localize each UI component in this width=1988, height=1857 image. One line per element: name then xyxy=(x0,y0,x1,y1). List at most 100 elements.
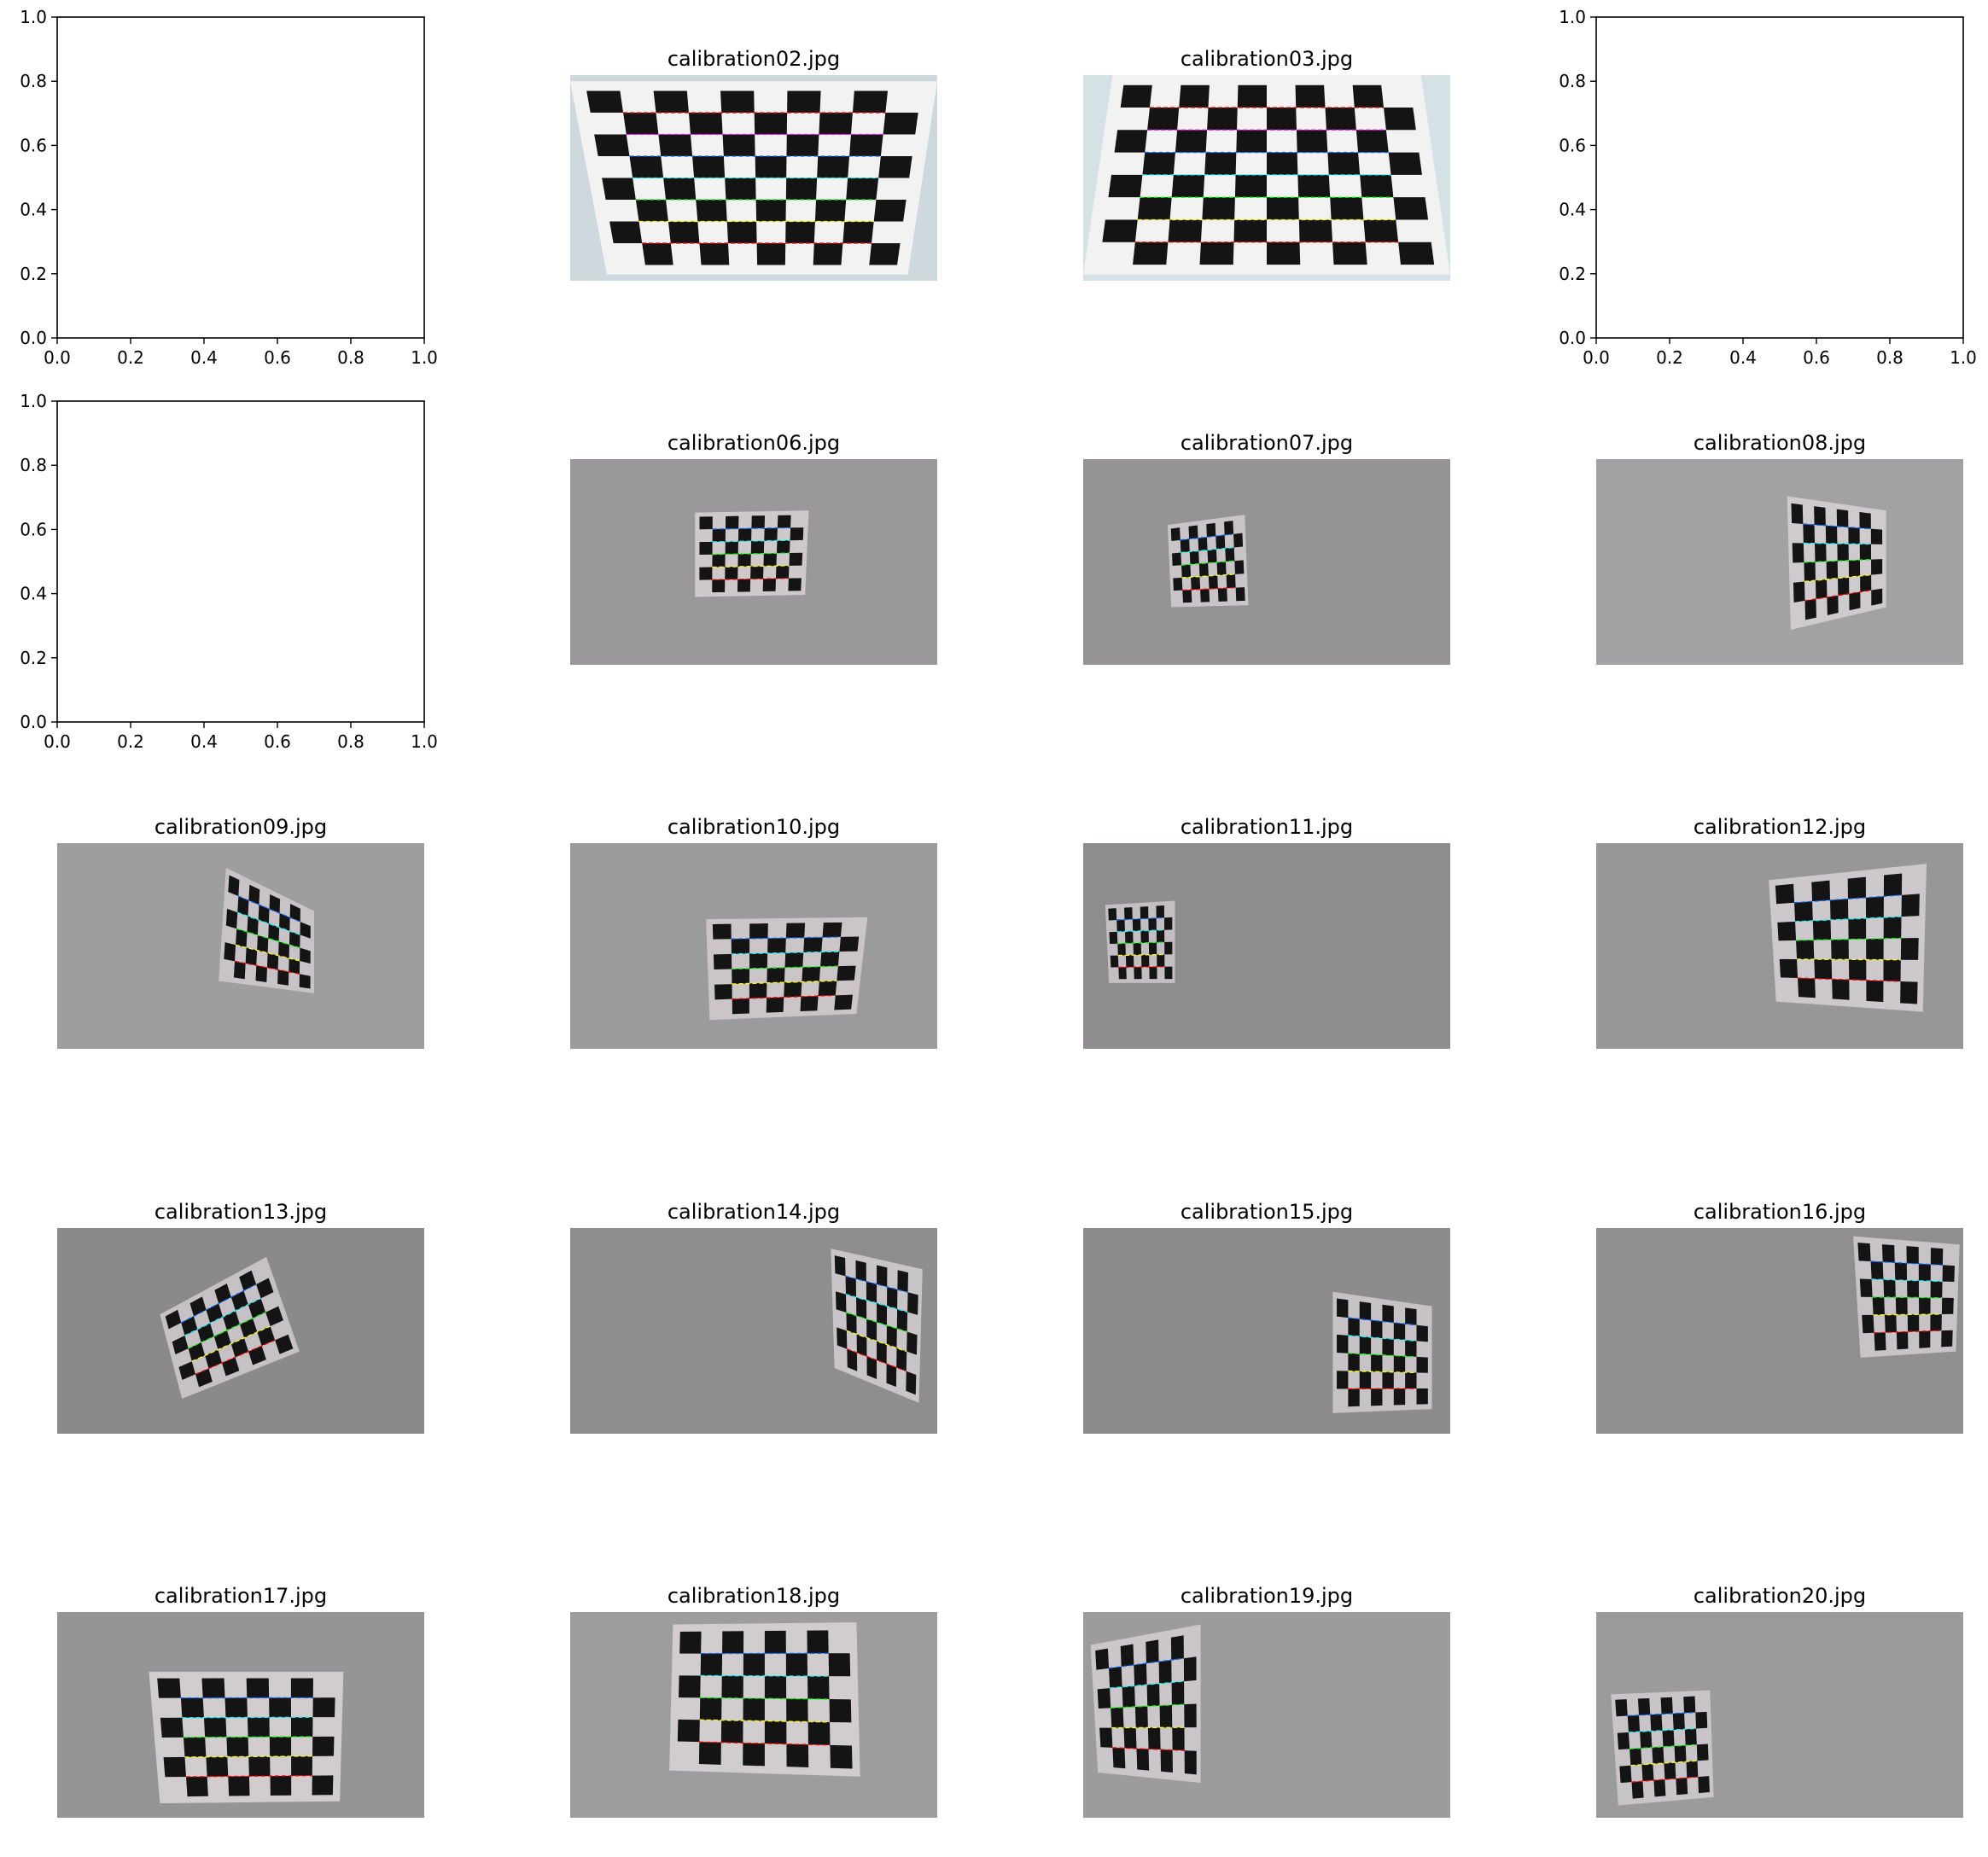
corner-line xyxy=(1797,958,1901,961)
x-tick-label: 0.0 xyxy=(1583,347,1610,368)
checker-square xyxy=(289,958,300,975)
checker-square xyxy=(722,134,755,157)
corner-line xyxy=(712,578,789,580)
corner-line xyxy=(238,895,300,923)
image-title: calibration07.jpg xyxy=(1181,431,1353,455)
checker-square xyxy=(766,997,784,1013)
checker-square xyxy=(846,1313,857,1335)
checker-square xyxy=(172,1335,189,1355)
subplot-panel: calibration19.jpg xyxy=(1083,1584,1450,1818)
checker-square xyxy=(186,1776,208,1797)
checker-square xyxy=(248,1298,266,1319)
checker-square xyxy=(1216,562,1227,576)
checker-square xyxy=(1184,1703,1197,1728)
y-tick-label: 0.2 xyxy=(20,648,47,668)
checker-square xyxy=(1870,1261,1884,1280)
image-title: calibration19.jpg xyxy=(1181,1584,1353,1608)
subplot-panel: calibration15.jpg xyxy=(1083,1200,1450,1434)
checker-square xyxy=(1233,533,1244,548)
checker-square xyxy=(1295,84,1326,108)
checker-square xyxy=(800,996,819,1012)
corner-line xyxy=(1804,573,1872,583)
checker-square xyxy=(814,199,847,222)
checker-square xyxy=(629,156,664,178)
checker-square xyxy=(1653,1779,1666,1797)
subplot-panel: calibration12.jpg xyxy=(1596,815,1963,1049)
corner-line xyxy=(1871,1278,1943,1283)
checker-square xyxy=(1134,1663,1147,1686)
checker-square xyxy=(183,1737,207,1757)
checker-square xyxy=(725,178,756,200)
checker-square xyxy=(1140,930,1149,943)
checker-square xyxy=(743,1697,765,1721)
checker-square xyxy=(1884,1314,1897,1333)
checker-square xyxy=(1198,537,1208,551)
checker-square xyxy=(749,982,767,998)
image-title: calibration09.jpg xyxy=(154,815,327,839)
checker-square xyxy=(839,936,860,952)
x-tick-label: 0.2 xyxy=(117,731,144,752)
checker-square xyxy=(1831,939,1849,960)
checker-square xyxy=(635,199,668,222)
checker-square xyxy=(1815,579,1828,599)
checker-square xyxy=(777,515,791,528)
corner-line xyxy=(236,928,300,949)
checker-square xyxy=(886,1324,897,1348)
y-tick-label: 0.0 xyxy=(20,712,47,732)
corner-line xyxy=(1180,533,1234,541)
y-tick-label: 0.2 xyxy=(20,264,47,284)
checker-square xyxy=(1191,576,1201,591)
checker-square xyxy=(1894,1262,1908,1281)
checker-square xyxy=(1352,84,1385,108)
checker-square xyxy=(247,916,259,935)
checker-square xyxy=(1327,152,1361,175)
checker-square xyxy=(1775,883,1795,905)
checker-square xyxy=(1698,1776,1710,1794)
checker-square xyxy=(290,1678,313,1698)
checker-square xyxy=(1359,1336,1372,1355)
subplot-panel: 0.00.0 0.2 0.2 0.4 0.4 0.6 0.6 0.8 0.8 1.0 1.0 xyxy=(1559,7,1977,368)
corner-line xyxy=(182,1716,313,1719)
y-tick-label: 0.6 xyxy=(1559,135,1586,155)
checker-square xyxy=(1267,152,1298,175)
corner-line xyxy=(237,911,300,935)
calibration-image xyxy=(570,843,937,1049)
x-tick-label: 1.0 xyxy=(411,347,438,368)
checker-square xyxy=(269,1737,292,1757)
checker-square xyxy=(1097,1688,1111,1709)
corner-line xyxy=(712,539,790,543)
checker-square xyxy=(1650,1714,1663,1732)
checker-square xyxy=(786,1743,809,1767)
checker-square xyxy=(1159,1704,1173,1728)
checker-square xyxy=(807,1721,831,1745)
checker-square xyxy=(1812,919,1832,940)
corner-line xyxy=(700,1674,830,1677)
checker-square xyxy=(1123,1727,1137,1749)
checker-square xyxy=(725,541,738,555)
x-tick-label: 0.0 xyxy=(44,347,71,368)
checker-square xyxy=(785,221,815,243)
x-tick-label: 0.4 xyxy=(1729,347,1757,368)
checker-square xyxy=(1124,931,1134,944)
checker-square xyxy=(1172,1727,1185,1751)
checker-square xyxy=(609,221,643,243)
checker-square xyxy=(1393,1388,1406,1406)
calibration-image xyxy=(1596,1612,1963,1818)
checker-square xyxy=(750,566,764,579)
checker-square xyxy=(1234,560,1245,574)
x-tick-label: 0.6 xyxy=(264,731,291,752)
calibration-image xyxy=(1083,459,1450,665)
checker-square xyxy=(1664,1762,1676,1780)
checker-square xyxy=(749,923,768,939)
checker-square xyxy=(700,1653,723,1676)
checker-square xyxy=(1234,174,1267,198)
checker-square xyxy=(785,923,806,939)
checker-square xyxy=(228,875,240,897)
x-tick-label: 0.0 xyxy=(44,731,71,752)
checker-square xyxy=(270,1775,292,1796)
corner-line xyxy=(1181,546,1234,554)
checker-square xyxy=(160,1717,184,1738)
checker-square xyxy=(1109,1666,1122,1689)
